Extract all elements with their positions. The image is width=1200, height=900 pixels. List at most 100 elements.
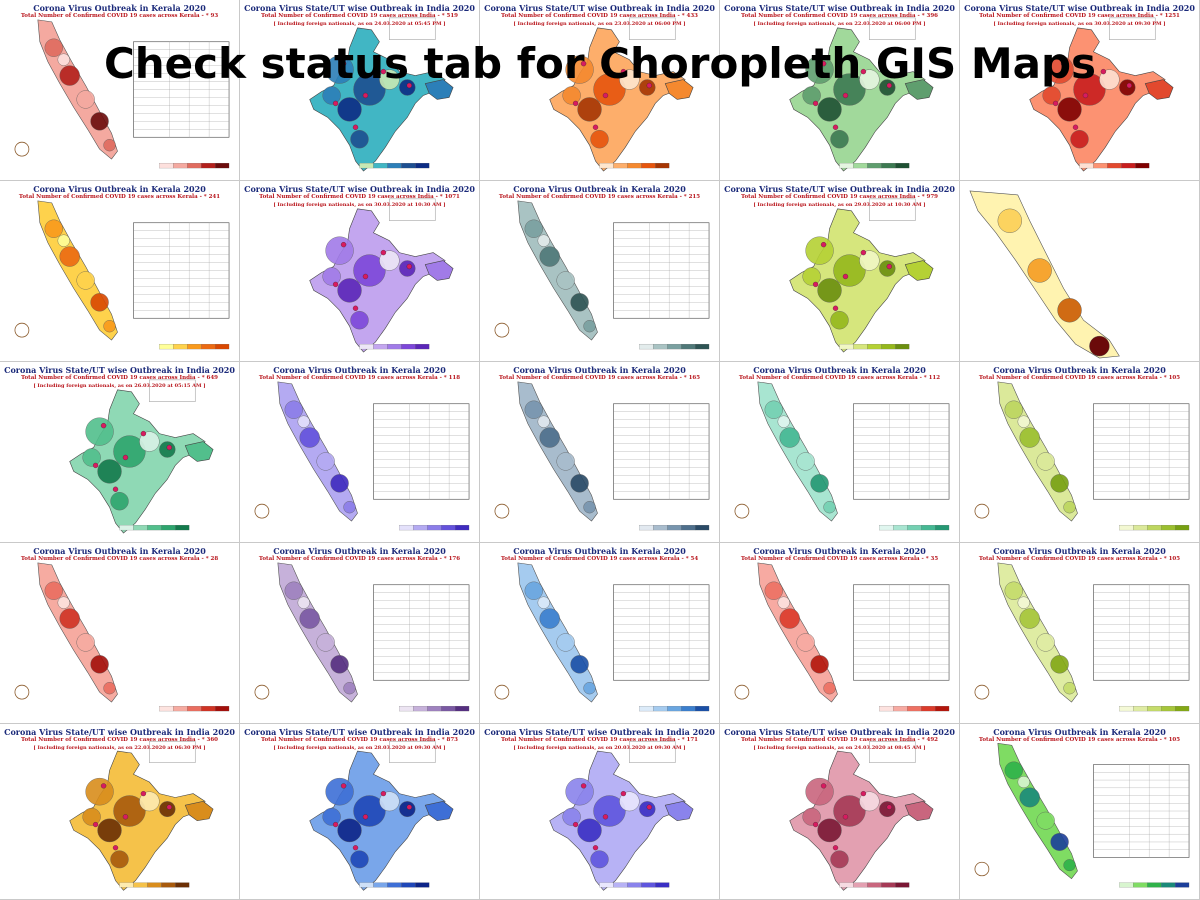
map-date-note: [ Including foreign nationals, as on 24.… bbox=[753, 745, 926, 751]
map-subtitle: Total Number of Confirmed COVID 19 cases… bbox=[978, 375, 1181, 381]
map-thumbnail-kerala[interactable]: Corona Virus Outbreak in Kerala 2020 Tota… bbox=[960, 724, 1200, 900]
map-date-note: [ Including foreign nationals, as on 23.… bbox=[513, 21, 686, 27]
choropleth-map bbox=[974, 562, 1190, 712]
map-thumbnail-kerala[interactable] bbox=[960, 181, 1200, 362]
choropleth-map bbox=[14, 19, 230, 169]
map-title: Corona Virus Outbreak in Kerala 2020 bbox=[993, 365, 1166, 375]
map-title: Corona Virus State/UT wise Outbreak in I… bbox=[244, 184, 475, 194]
map-subtitle: Total Number of Confirmed COVID 19 cases… bbox=[21, 375, 218, 381]
map-title: Corona Virus Outbreak in Kerala 2020 bbox=[273, 546, 446, 556]
map-title: Corona Virus Outbreak in Kerala 2020 bbox=[753, 365, 926, 375]
map-thumbnail-kerala[interactable]: Corona Virus Outbreak in Kerala 2020 Tota… bbox=[480, 362, 720, 543]
choropleth-map bbox=[969, 190, 1120, 359]
map-title: Corona Virus State/UT wise Outbreak in I… bbox=[964, 3, 1195, 13]
choropleth-map bbox=[1029, 17, 1174, 172]
choropleth-map bbox=[974, 742, 1190, 888]
map-title: Corona Virus Outbreak in Kerala 2020 bbox=[33, 184, 206, 194]
map-subtitle: Total Number of Confirmed COVID 19 cases… bbox=[740, 556, 939, 562]
map-subtitle: Total Number of Confirmed COVID 19 cases… bbox=[20, 556, 219, 562]
choropleth-map bbox=[494, 562, 710, 712]
map-title: Corona Virus Outbreak in Kerala 2020 bbox=[993, 727, 1166, 737]
map-title: Corona Virus Outbreak in Kerala 2020 bbox=[33, 546, 206, 556]
map-thumbnail-kerala[interactable]: Corona Virus Outbreak in Kerala 2020 Tota… bbox=[720, 543, 960, 724]
map-title: Corona Virus State/UT wise Outbreak in I… bbox=[244, 3, 475, 13]
map-thumbnail-kerala[interactable]: Corona Virus Outbreak in Kerala 2020 Tota… bbox=[720, 362, 960, 543]
map-date-note: [ Including foreign nationals, as on 29.… bbox=[753, 202, 926, 208]
map-title: Corona Virus Outbreak in Kerala 2020 bbox=[993, 546, 1166, 556]
map-subtitle: Total Number of Confirmed COVID 19 cases… bbox=[979, 13, 1180, 19]
map-thumbnail-kerala[interactable]: Corona Virus Outbreak in Kerala 2020 Tota… bbox=[240, 362, 480, 543]
choropleth-map bbox=[789, 741, 934, 891]
map-title: Corona Virus Outbreak in Kerala 2020 bbox=[753, 546, 926, 556]
choropleth-map bbox=[734, 381, 950, 531]
choropleth-map bbox=[549, 17, 694, 172]
map-title: Corona Virus State/UT wise Outbreak in I… bbox=[244, 727, 475, 737]
map-title: Corona Virus Outbreak in Kerala 2020 bbox=[513, 184, 686, 194]
map-title: Corona Virus State/UT wise Outbreak in I… bbox=[4, 727, 235, 737]
choropleth-map bbox=[69, 741, 214, 891]
map-thumbnail-india[interactable]: Corona Virus State/UT wise Outbreak in I… bbox=[480, 724, 720, 900]
choropleth-map bbox=[974, 381, 1190, 531]
choropleth-map bbox=[494, 381, 710, 531]
map-thumbnail-india[interactable]: Corona Virus State/UT wise Outbreak in I… bbox=[720, 724, 960, 900]
map-thumbnail-kerala[interactable]: Corona Virus Outbreak in Kerala 2020 Tota… bbox=[0, 0, 240, 181]
map-title: Corona Virus State/UT wise Outbreak in I… bbox=[724, 3, 955, 13]
map-date-note: [ Including foreign nationals, as on 26.… bbox=[33, 383, 206, 389]
choropleth-map bbox=[14, 200, 230, 350]
map-title: Corona Virus State/UT wise Outbreak in I… bbox=[484, 3, 715, 13]
map-subtitle: Total Number of Confirmed COVID 19 cases… bbox=[501, 13, 698, 19]
map-date-note: [ Including foreign nationals, as on 30.… bbox=[273, 202, 446, 208]
map-subtitle: Total Number of Confirmed COVID 19 cases… bbox=[498, 375, 701, 381]
map-date-note: [ Including foreign nationals, as on 22.… bbox=[753, 21, 926, 27]
map-title: Corona Virus State/UT wise Outbreak in I… bbox=[724, 727, 955, 737]
map-thumbnail-kerala[interactable]: Corona Virus Outbreak in Kerala 2020 Tota… bbox=[960, 543, 1200, 724]
map-subtitle: Total Number of Confirmed COVID 19 cases… bbox=[21, 737, 218, 743]
map-thumbnail-kerala[interactable]: Corona Virus Outbreak in Kerala 2020 Tota… bbox=[0, 181, 240, 362]
choropleth-map bbox=[549, 741, 694, 891]
map-thumbnail-india[interactable]: Corona Virus State/UT wise Outbreak in I… bbox=[720, 0, 960, 181]
map-thumbnail-kerala[interactable]: Corona Virus Outbreak in Kerala 2020 Tota… bbox=[480, 181, 720, 362]
map-subtitle: Total Number of Confirmed COVID 19 cases… bbox=[978, 556, 1181, 562]
map-subtitle: Total Number of Confirmed COVID 19 cases… bbox=[258, 556, 461, 562]
map-date-note: [ Including foreign nationals, as on 30.… bbox=[993, 21, 1166, 27]
map-date-note: [ Including foreign nationals, as on 22.… bbox=[33, 745, 206, 751]
map-thumbnail-india[interactable]: Corona Virus State/UT wise Outbreak in I… bbox=[240, 724, 480, 900]
map-thumbnail-kerala[interactable]: Corona Virus Outbreak in Kerala 2020 Tota… bbox=[960, 362, 1200, 543]
choropleth-map bbox=[734, 562, 950, 712]
map-subtitle: Total Number of Confirmed COVID 19 cases… bbox=[20, 13, 219, 19]
map-subtitle: Total Number of Confirmed COVID 19 cases… bbox=[738, 375, 941, 381]
choropleth-map bbox=[309, 17, 454, 172]
map-thumbnail-kerala[interactable]: Corona Virus Outbreak in Kerala 2020 Tota… bbox=[0, 543, 240, 724]
map-thumbnail-india[interactable]: Corona Virus State/UT wise Outbreak in I… bbox=[240, 0, 480, 181]
map-thumbnail-india[interactable]: Corona Virus State/UT wise Outbreak in I… bbox=[240, 181, 480, 362]
map-title: Corona Virus Outbreak in Kerala 2020 bbox=[513, 365, 686, 375]
map-date-note: [ Including foreign nationals, as on 20.… bbox=[513, 745, 686, 751]
map-subtitle: Total Number of Confirmed COVID 19 cases… bbox=[741, 194, 938, 200]
map-subtitle: Total Number of Confirmed COVID 19 cases… bbox=[259, 194, 460, 200]
map-date-note: [ Including foreign nationals, as on 24.… bbox=[273, 21, 446, 27]
map-subtitle: Total Number of Confirmed COVID 19 cases… bbox=[501, 737, 698, 743]
map-subtitle: Total Number of Confirmed COVID 19 cases… bbox=[741, 737, 938, 743]
map-title: Corona Virus State/UT wise Outbreak in I… bbox=[484, 727, 715, 737]
choropleth-map bbox=[309, 741, 454, 891]
choropleth-map bbox=[789, 198, 934, 353]
map-thumbnail-india[interactable]: Corona Virus State/UT wise Outbreak in I… bbox=[0, 724, 240, 900]
map-title: Corona Virus Outbreak in Kerala 2020 bbox=[513, 546, 686, 556]
map-subtitle: Total Number of Confirmed COVID 19 cases… bbox=[261, 13, 458, 19]
map-subtitle: Total Number of Confirmed COVID 19 cases… bbox=[741, 13, 938, 19]
overlay-heading: Check status tab for Choropleth GIS Maps bbox=[103, 39, 1097, 88]
map-title: Corona Virus Outbreak in Kerala 2020 bbox=[273, 365, 446, 375]
map-thumbnail-kerala[interactable]: Corona Virus Outbreak in Kerala 2020 Tota… bbox=[240, 543, 480, 724]
choropleth-map bbox=[69, 379, 214, 534]
map-date-note: [ Including foreign nationals, as on 28.… bbox=[273, 745, 446, 751]
map-title: Corona Virus State/UT wise Outbreak in I… bbox=[4, 365, 235, 375]
map-subtitle: Total Number of Confirmed COVID 19 cases… bbox=[261, 737, 458, 743]
map-thumbnail-kerala[interactable]: Corona Virus Outbreak in Kerala 2020 Tota… bbox=[480, 543, 720, 724]
map-subtitle: Total Number of Confirmed COVID 19 cases… bbox=[258, 375, 461, 381]
map-subtitle: Total Number of Confirmed COVID 19 cases… bbox=[978, 737, 1181, 743]
map-thumbnail-india[interactable]: Corona Virus State/UT wise Outbreak in I… bbox=[720, 181, 960, 362]
map-thumbnail-india[interactable]: Corona Virus State/UT wise Outbreak in I… bbox=[960, 0, 1200, 181]
map-thumbnail-india[interactable]: Corona Virus State/UT wise Outbreak in I… bbox=[480, 0, 720, 181]
map-thumbnail-india[interactable]: Corona Virus State/UT wise Outbreak in I… bbox=[0, 362, 240, 543]
